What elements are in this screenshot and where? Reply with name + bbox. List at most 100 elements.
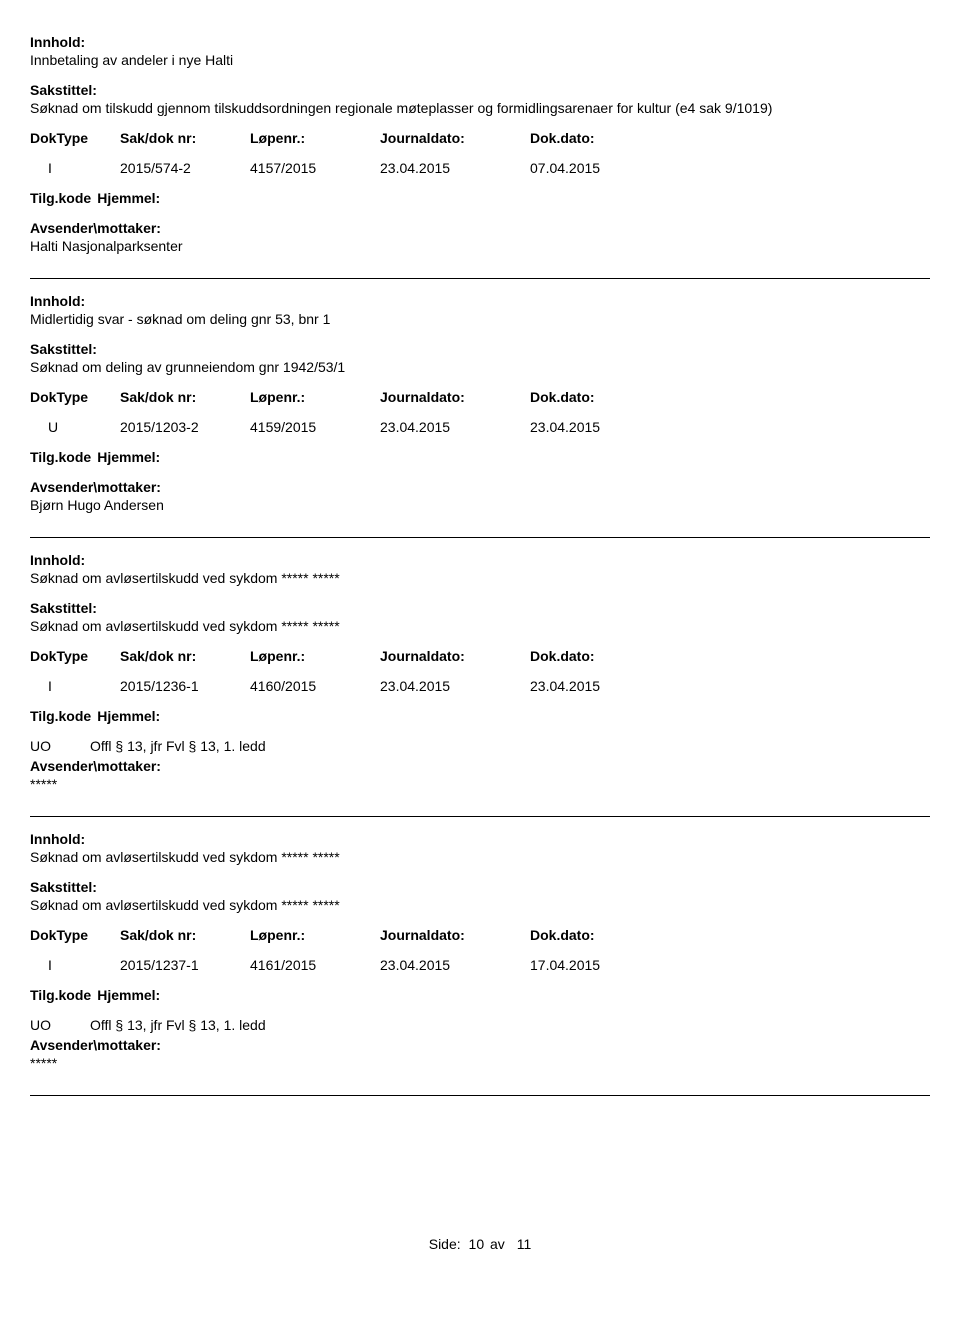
- page-total: 11: [517, 1236, 532, 1252]
- page-footer: Side: 10 av 11: [30, 1236, 930, 1252]
- sakdok-header: Sak/dok nr:: [120, 389, 250, 405]
- doktype-value: I: [30, 957, 120, 973]
- innhold-label: Innhold:: [30, 34, 930, 50]
- hjemmel-label: Hjemmel:: [97, 449, 160, 465]
- avsender-value: *****: [30, 776, 930, 792]
- dokdato-header: Dok.dato:: [530, 130, 660, 146]
- journaldato-header: Journaldato:: [380, 648, 530, 664]
- avsender-label: Avsender\mottaker:: [30, 758, 930, 774]
- table-row: I 2015/1236-1 4160/2015 23.04.2015 23.04…: [30, 678, 930, 694]
- sakdok-value: 2015/1237-1: [120, 957, 250, 973]
- journal-entry: Innhold: Søknad om avløsertilskudd ved s…: [30, 552, 930, 792]
- journaldato-value: 23.04.2015: [380, 678, 530, 694]
- lopenr-value: 4157/2015: [250, 160, 380, 176]
- journal-entry: Innhold: Søknad om avløsertilskudd ved s…: [30, 831, 930, 1071]
- sakdok-value: 2015/574-2: [120, 160, 250, 176]
- doktype-header: DokType: [30, 648, 120, 664]
- sakstittel-text: Søknad om avløsertilskudd ved sykdom ***…: [30, 897, 930, 913]
- dokdato-header: Dok.dato:: [530, 648, 660, 664]
- sakstittel-label: Sakstittel:: [30, 341, 930, 357]
- doktype-value: U: [30, 419, 120, 435]
- tilgkode-label: Tilg.kode: [30, 708, 91, 724]
- sakstittel-text: Søknad om avløsertilskudd ved sykdom ***…: [30, 618, 930, 634]
- tilgkode-row: Tilg.kode Hjemmel:: [30, 708, 930, 724]
- dokdato-header: Dok.dato:: [530, 927, 660, 943]
- table-header: DokType Sak/dok nr: Løpenr.: Journaldato…: [30, 648, 930, 664]
- table-row: U 2015/1203-2 4159/2015 23.04.2015 23.04…: [30, 419, 930, 435]
- hjemmel-label: Hjemmel:: [97, 987, 160, 1003]
- sakstittel-label: Sakstittel:: [30, 82, 930, 98]
- innhold-text: Innbetaling av andeler i nye Halti: [30, 52, 930, 68]
- table-header: DokType Sak/dok nr: Løpenr.: Journaldato…: [30, 389, 930, 405]
- journaldato-header: Journaldato:: [380, 389, 530, 405]
- tilgkode-row: Tilg.kode Hjemmel:: [30, 449, 930, 465]
- journaldato-value: 23.04.2015: [380, 957, 530, 973]
- table-row: I 2015/1237-1 4161/2015 23.04.2015 17.04…: [30, 957, 930, 973]
- sakstittel-text: Søknad om tilskudd gjennom tilskuddsordn…: [30, 100, 930, 116]
- tilgkode-label: Tilg.kode: [30, 190, 91, 206]
- doktype-value: I: [30, 678, 120, 694]
- doktype-header: DokType: [30, 130, 120, 146]
- journaldato-header: Journaldato:: [380, 130, 530, 146]
- avsender-label: Avsender\mottaker:: [30, 1037, 930, 1053]
- dokdato-value: 23.04.2015: [530, 419, 660, 435]
- lopenr-value: 4161/2015: [250, 957, 380, 973]
- hjemmel-label: Hjemmel:: [97, 708, 160, 724]
- journal-entry: Innhold: Midlertidig svar - søknad om de…: [30, 293, 930, 513]
- tilgkode-row: Tilg.kode Hjemmel:: [30, 987, 930, 1003]
- sakdok-header: Sak/dok nr:: [120, 927, 250, 943]
- page-current: 10: [469, 1236, 485, 1252]
- avsender-label: Avsender\mottaker:: [30, 479, 930, 495]
- lopenr-value: 4160/2015: [250, 678, 380, 694]
- dokdato-value: 07.04.2015: [530, 160, 660, 176]
- lopenr-header: Løpenr.:: [250, 927, 380, 943]
- journaldato-value: 23.04.2015: [380, 160, 530, 176]
- avsender-value: Halti Nasjonalparksenter: [30, 238, 930, 254]
- sakdok-header: Sak/dok nr:: [120, 648, 250, 664]
- tilgkode-value: UO: [30, 1017, 90, 1033]
- avsender-value: Bjørn Hugo Andersen: [30, 497, 930, 513]
- innhold-text: Midlertidig svar - søknad om deling gnr …: [30, 311, 930, 327]
- hjemmel-value: Offl § 13, jfr Fvl § 13, 1. ledd: [90, 738, 266, 754]
- innhold-text: Søknad om avløsertilskudd ved sykdom ***…: [30, 570, 930, 586]
- sakdok-value: 2015/1236-1: [120, 678, 250, 694]
- avsender-label: Avsender\mottaker:: [30, 220, 930, 236]
- sakstittel-text: Søknad om deling av grunneiendom gnr 194…: [30, 359, 930, 375]
- dokdato-header: Dok.dato:: [530, 389, 660, 405]
- journaldato-value: 23.04.2015: [380, 419, 530, 435]
- sakdok-value: 2015/1203-2: [120, 419, 250, 435]
- table-row: I 2015/574-2 4157/2015 23.04.2015 07.04.…: [30, 160, 930, 176]
- hjemmel-label: Hjemmel:: [97, 190, 160, 206]
- tilgkode-value: UO: [30, 738, 90, 754]
- tilgkode-value-row: UO Offl § 13, jfr Fvl § 13, 1. ledd: [30, 1017, 930, 1033]
- entry-separator: [30, 537, 930, 538]
- sakstittel-label: Sakstittel:: [30, 879, 930, 895]
- entry-separator: [30, 278, 930, 279]
- hjemmel-value: Offl § 13, jfr Fvl § 13, 1. ledd: [90, 1017, 266, 1033]
- lopenr-header: Løpenr.:: [250, 648, 380, 664]
- lopenr-value: 4159/2015: [250, 419, 380, 435]
- dokdato-value: 23.04.2015: [530, 678, 660, 694]
- table-header: DokType Sak/dok nr: Løpenr.: Journaldato…: [30, 927, 930, 943]
- journaldato-header: Journaldato:: [380, 927, 530, 943]
- entry-separator: [30, 816, 930, 817]
- tilgkode-value-row: UO Offl § 13, jfr Fvl § 13, 1. ledd: [30, 738, 930, 754]
- page-of: av: [490, 1236, 505, 1252]
- page-label: Side:: [429, 1236, 461, 1252]
- tilgkode-label: Tilg.kode: [30, 449, 91, 465]
- doktype-header: DokType: [30, 389, 120, 405]
- doktype-header: DokType: [30, 927, 120, 943]
- avsender-value: *****: [30, 1055, 930, 1071]
- journal-entry: Innhold: Innbetaling av andeler i nye Ha…: [30, 34, 930, 254]
- sakstittel-label: Sakstittel:: [30, 600, 930, 616]
- innhold-label: Innhold:: [30, 552, 930, 568]
- dokdato-value: 17.04.2015: [530, 957, 660, 973]
- lopenr-header: Løpenr.:: [250, 130, 380, 146]
- innhold-label: Innhold:: [30, 293, 930, 309]
- lopenr-header: Løpenr.:: [250, 389, 380, 405]
- entry-separator: [30, 1095, 930, 1096]
- table-header: DokType Sak/dok nr: Løpenr.: Journaldato…: [30, 130, 930, 146]
- sakdok-header: Sak/dok nr:: [120, 130, 250, 146]
- tilgkode-row: Tilg.kode Hjemmel:: [30, 190, 930, 206]
- innhold-text: Søknad om avløsertilskudd ved sykdom ***…: [30, 849, 930, 865]
